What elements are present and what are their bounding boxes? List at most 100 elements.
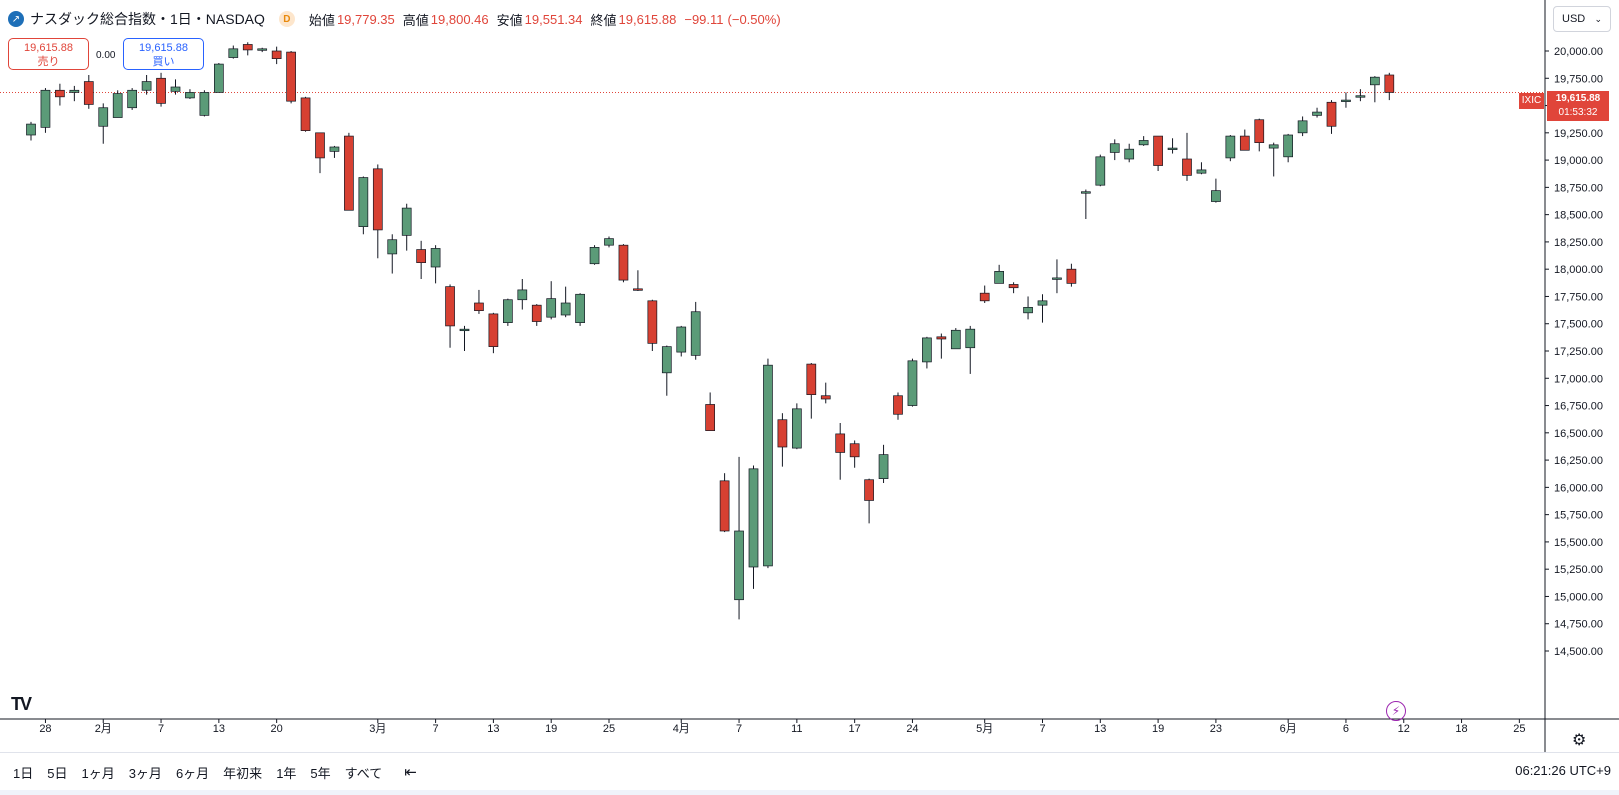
candle-body [1124, 148, 1135, 160]
candle-body [430, 248, 441, 268]
candle-body [387, 239, 398, 255]
candle-body [748, 468, 759, 568]
candle-body [127, 89, 138, 109]
symbol-logo-icon: ↗ [8, 11, 24, 27]
candle-body [1138, 140, 1149, 146]
candle-body [1341, 99, 1351, 102]
range-5y[interactable]: 5年 [310, 765, 331, 781]
range-6m[interactable]: 6ヶ月 [175, 765, 210, 781]
y-tick-label: 16,250.00 [1554, 455, 1603, 467]
candle-body [849, 443, 860, 458]
last-price-label: 19,615.88 01:53:32 [1547, 91, 1609, 121]
candle-body [488, 313, 499, 347]
candle-body [820, 395, 831, 400]
candle-body [1283, 134, 1294, 158]
candle-body [329, 146, 340, 152]
y-tick-label: 15,250.00 [1554, 564, 1603, 576]
candlestick-chart[interactable]: 20,000.0019,750.0019,500.0019,250.0019,0… [0, 0, 1619, 752]
candle-body [156, 77, 166, 104]
candle-body [1008, 284, 1019, 289]
range-all[interactable]: すべて [344, 765, 383, 781]
x-tick-label: 20 [271, 723, 283, 735]
range-3m[interactable]: 3ヶ月 [128, 765, 162, 781]
close-label: 終値 [590, 12, 617, 28]
range-ytd[interactable]: 年初来 [223, 765, 263, 781]
buy-button[interactable]: 19,615.88 買い [123, 38, 204, 70]
candle-body [1167, 147, 1178, 150]
candle-body [575, 293, 585, 323]
candle-body [705, 404, 716, 431]
clock[interactable]: 06:21:26 UTC+9 [1515, 763, 1611, 778]
candle-body [257, 48, 268, 51]
y-tick-label: 18,750.00 [1554, 182, 1603, 194]
range-1d[interactable]: 1日 [13, 765, 34, 781]
lightning-icon[interactable]: ⚡ [1386, 701, 1406, 721]
candle-body [517, 289, 528, 301]
candle-body [1355, 95, 1366, 98]
candle-body [1225, 135, 1236, 159]
tradingview-logo[interactable]: TV [11, 694, 32, 714]
x-tick-label: 6 [1343, 723, 1349, 735]
sell-button[interactable]: 19,615.88 売り [8, 38, 89, 70]
y-tick-label: 17,000.00 [1554, 373, 1603, 385]
candle-body [878, 454, 889, 479]
candle-body [719, 480, 730, 532]
candle-body [459, 328, 470, 332]
candle-body [979, 292, 990, 302]
y-tick-label: 16,000.00 [1554, 482, 1603, 494]
candle-body [445, 286, 455, 327]
y-tick-label: 15,500.00 [1554, 537, 1603, 549]
symbol-title[interactable]: ナスダック総合指数・1日・NASDAQ [30, 11, 265, 27]
x-tick-label: 24 [906, 723, 918, 735]
candle-body [1023, 307, 1033, 314]
data-source-badge[interactable]: D [278, 11, 295, 27]
candle-body [1312, 111, 1322, 116]
candle-body [1182, 158, 1192, 176]
candle-body [1384, 74, 1395, 93]
candle-body [1080, 191, 1091, 194]
x-tick-label: 12 [1398, 723, 1410, 735]
x-tick-label: 19 [545, 723, 557, 735]
candle-body [1066, 268, 1077, 284]
candle-body [777, 419, 788, 448]
range-toolbar: 1日 5日 1ヶ月 3ヶ月 6ヶ月 年初来 1年 5年 すべて ⇤ [0, 752, 1619, 791]
sell-price: 19,615.88 [24, 42, 73, 54]
x-tick-label: 7 [158, 723, 164, 735]
x-tick-label: 23 [1210, 723, 1222, 735]
low-label: 安値 [496, 12, 523, 28]
y-tick-label: 16,500.00 [1554, 428, 1603, 440]
x-tick-label: 11 [791, 723, 802, 735]
y-tick-label: 17,750.00 [1554, 291, 1603, 303]
y-tick-label: 17,250.00 [1554, 346, 1603, 358]
candle-body [1326, 101, 1337, 127]
x-tick-label: 13 [213, 723, 225, 735]
currency-selector[interactable]: USD ⌄ [1553, 6, 1611, 32]
candle-body [864, 479, 874, 501]
y-tick-label: 18,500.00 [1554, 210, 1603, 222]
candle-body [1037, 300, 1048, 306]
range-1m[interactable]: 1ヶ月 [81, 765, 115, 781]
x-tick-label: 18 [1455, 723, 1467, 735]
candle-body [893, 395, 903, 415]
candle-body [1254, 119, 1265, 143]
calendar-goto-icon[interactable]: ⇤ [404, 764, 417, 781]
candle-body [185, 92, 195, 99]
candle-body [69, 89, 80, 93]
high-value: 19,800.46 [430, 11, 489, 27]
candle-body [633, 288, 643, 291]
change-value: −99.11 [684, 11, 724, 27]
candle-body [214, 63, 224, 93]
candle-body [474, 302, 484, 311]
candle-body [1211, 190, 1221, 202]
candle-body [286, 51, 296, 102]
candle-body [835, 433, 846, 453]
last-price-value: 19,615.88 [1555, 93, 1601, 104]
range-5d[interactable]: 5日 [47, 765, 68, 781]
candle-body [604, 238, 614, 246]
candle-body [228, 48, 239, 58]
candle-body [994, 271, 1005, 284]
candle-body [98, 107, 109, 127]
range-1y[interactable]: 1年 [276, 765, 297, 781]
candle-body [531, 304, 542, 322]
gear-icon[interactable]: ⚙ [1572, 732, 1587, 749]
